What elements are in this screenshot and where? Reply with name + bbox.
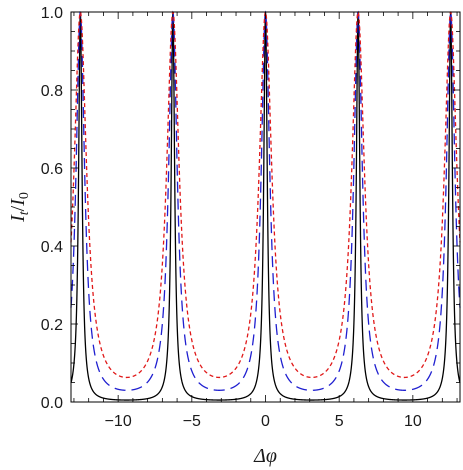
x-axis-title-text: Δφ	[253, 445, 277, 467]
y-tick-label: 0.4	[41, 239, 63, 256]
x-tick-label: 5	[335, 413, 344, 430]
y-axis-title-slash: /	[7, 205, 29, 211]
y-axis-title-sub0: 0	[17, 192, 32, 199]
series-line-2	[70, 10, 461, 391]
x-tick-label: 10	[404, 413, 422, 430]
x-tick-label: 0	[261, 413, 270, 430]
y-axis-ticks: 0.0 0.2 0.4 0.6 0.8 1.0	[41, 5, 460, 412]
y-tick-label: 0.8	[41, 83, 63, 100]
y-axis-title-main: I	[7, 214, 29, 223]
x-tick-label: −5	[183, 413, 201, 430]
y-axis-title-sub: t	[17, 210, 32, 215]
series-line-1	[70, 11, 461, 401]
y-tick-label: 0.6	[41, 161, 63, 178]
plot-frame	[70, 11, 461, 403]
y-tick-label: 0.2	[41, 317, 63, 334]
series-line-3	[70, 11, 461, 379]
y-axis-title-denominator: I	[7, 198, 29, 207]
y-tick-label: 0.0	[41, 395, 63, 412]
y-axis-title: It/I0	[7, 192, 32, 223]
y-tick-label: 1.0	[41, 5, 63, 22]
x-axis-ticks: −10 −5 0 5 10	[73, 12, 458, 430]
x-axis-title: Δφ	[253, 445, 277, 467]
series-group	[70, 10, 461, 401]
x-tick-label: −10	[105, 413, 132, 430]
